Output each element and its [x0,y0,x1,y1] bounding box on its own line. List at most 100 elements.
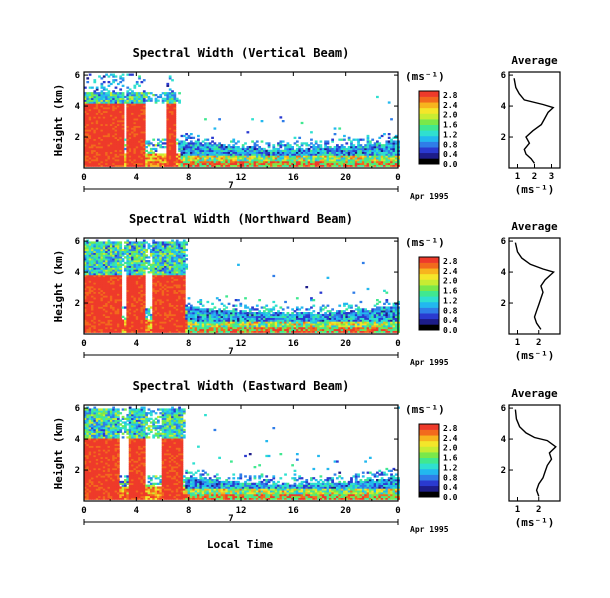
heatmap-cell [387,151,391,154]
heatmap-cell [138,243,141,246]
heatmap-cell [171,90,174,93]
heatmap-cell [182,317,186,320]
heatmap-cell [93,325,97,328]
x-tick-label: 4 [134,173,140,183]
heatmap-cell [84,278,87,281]
heatmap-cell [88,110,92,113]
heatmap-cell [171,134,174,138]
heatmap-cell [208,164,212,167]
heatmap-cell [152,259,156,263]
heatmap-cell [199,147,203,151]
heatmap-cell [109,153,113,156]
heatmap-cell [138,274,141,278]
heatmap-cell [147,246,151,250]
heatmap-cell [116,121,120,125]
heatmap-cell [161,304,165,307]
heatmap-cell [116,149,120,152]
heatmap-cell [234,325,238,328]
heatmap-cell [138,77,141,80]
heatmap-cell [112,312,116,315]
heatmap-cell [84,103,87,106]
heatmap-cell [338,147,342,151]
heatmap-cell [149,267,153,270]
heatmap-cell [293,164,297,167]
heatmap-cell [121,101,125,104]
heatmap-cell [189,157,193,160]
heatmap-cell [84,302,87,305]
heatmap-cell [164,325,167,328]
heatmap-cell [378,144,382,147]
heatmap-cell [232,138,236,141]
heatmap-cell [159,241,163,244]
heatmap-cell [131,155,134,158]
heatmap-cell [116,308,120,311]
heatmap-cell [157,252,160,255]
heatmap-cell [211,326,214,330]
heatmap-cell [102,162,106,165]
heatmap-cell [112,162,116,165]
heatmap-cell [310,153,313,156]
heatmap-cell [107,250,111,253]
heatmap-cell [142,160,146,164]
heatmap-cell [159,313,163,317]
heatmap-cell [387,133,391,136]
heatmap-cell [345,164,349,167]
heatmap-cell [142,142,146,145]
heatmap-cell [230,328,233,331]
heatmap-cell [262,151,266,154]
heatmap-cell [173,142,177,145]
heatmap-cell [168,105,172,108]
heatmap-cell [93,287,97,291]
heatmap-cell [394,134,398,138]
heatmap-cell [215,160,219,164]
heatmap-cell [91,254,94,257]
heatmap-cell [321,153,325,156]
heatmap-cell [84,267,87,270]
heatmap-cell [142,159,146,162]
heatmap-cell [347,146,351,149]
heatmap-cell [225,162,229,165]
heatmap-cell [324,157,327,160]
heatmap-cell [128,92,132,95]
heatmap-cell [133,267,137,270]
heatmap-cell [98,310,101,313]
heatmap-cell [124,99,127,102]
heatmap-cell [124,252,127,255]
heatmap-cell [234,147,238,151]
heatmap-cell [131,310,134,313]
heatmap-cell [116,310,120,313]
heatmap-cell [86,97,90,100]
heatmap-cell [126,164,130,167]
heatmap-cell [88,112,92,115]
heatmap-cell [100,138,104,141]
heatmap-cell [109,312,113,315]
heatmap-cell [107,278,111,281]
heatmap-cell [98,258,101,261]
heatmap-cell [159,271,163,274]
heatmap-cell [277,144,280,147]
heatmap-cell [88,92,92,95]
heatmap-cell [343,157,346,160]
heatmap-cell [157,259,160,263]
heatmap-cell [159,317,163,320]
heatmap-cell [213,153,217,156]
heatmap-cell [128,245,132,248]
heatmap-cell [121,136,125,139]
heatmap-cell [168,153,172,156]
heatmap-cell [107,317,111,320]
heatmap-cell [84,306,87,309]
heatmap-cell [119,280,123,283]
heatmap-cell [159,321,163,324]
heatmap-cell [371,160,375,164]
heatmap-cell [135,138,139,141]
heatmap-cell [173,295,177,298]
heatmap-cell [277,159,280,162]
heatmap-cell [168,125,172,128]
heatmap-cell [131,140,134,143]
heatmap-cell [86,77,90,80]
heatmap-cell [171,147,174,151]
heatmap-cell [140,248,144,252]
heatmap-cell [237,325,240,328]
heatmap-cell [119,112,123,115]
heatmap-cell [215,164,219,167]
